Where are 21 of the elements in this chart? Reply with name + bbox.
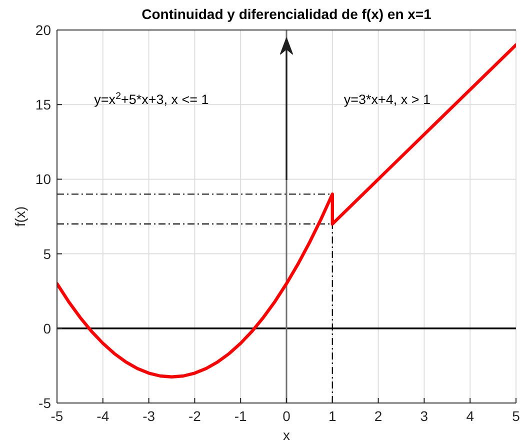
chart-title: Continuidad y diferencialidad de f(x) en x=1 [142, 6, 432, 22]
annotation: y=3*x+4, x > 1 [344, 92, 431, 108]
x-tick-label: -4 [96, 408, 110, 424]
y-tick-label: -5 [38, 394, 52, 411]
x-tick-label: 5 [512, 408, 520, 424]
x-tick-label: -3 [142, 408, 156, 424]
y-tick-label: 5 [43, 246, 52, 262]
y-tick-label: 15 [35, 96, 52, 113]
x-tick-label: 2 [374, 408, 382, 424]
y-axis-title: f(x) [12, 206, 28, 227]
x-axis-title: x [283, 427, 290, 443]
y-tick-label: 0 [43, 320, 52, 336]
x-tick-label: -2 [188, 408, 202, 424]
x-tick-label: 4 [466, 408, 474, 424]
annotation: y=x$^{2}$+5*x+3, x <= 1 [94, 90, 209, 108]
x-tick-label: 1 [328, 408, 336, 424]
x-tick-label: -1 [234, 408, 248, 424]
x-tick-label: 3 [420, 408, 428, 424]
y-tick-label: 20 [35, 22, 52, 38]
y-tick-label: 10 [35, 171, 52, 188]
x-tick-label: 0 [282, 408, 291, 424]
